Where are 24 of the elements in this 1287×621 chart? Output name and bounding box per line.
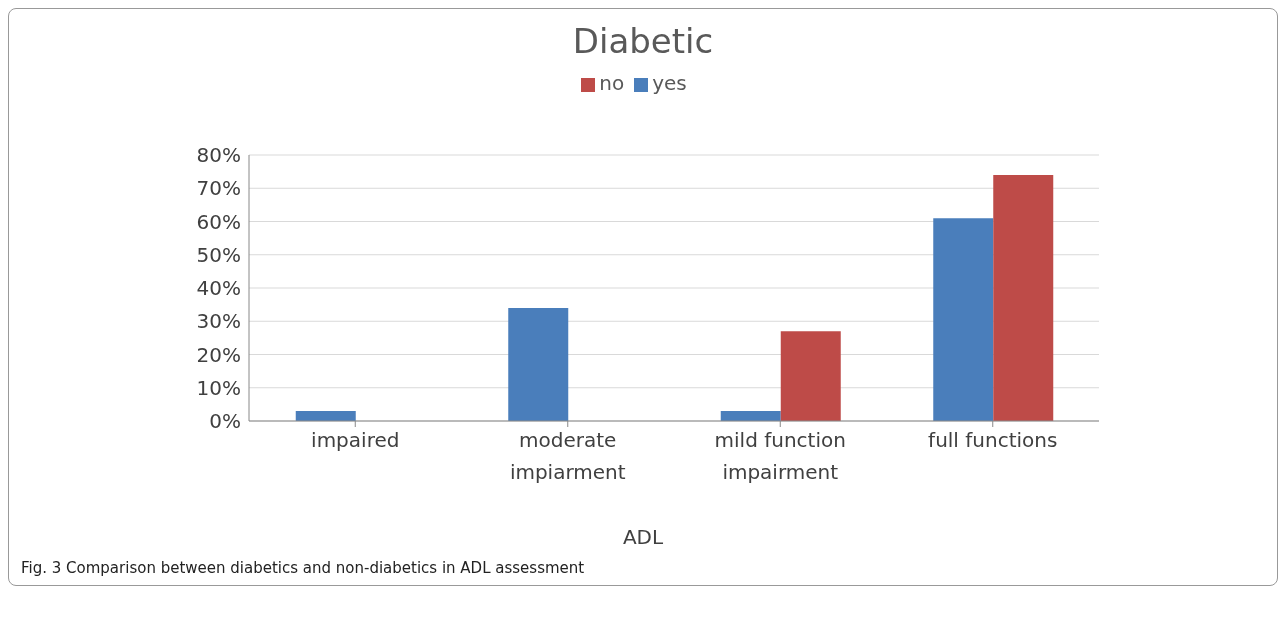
x-tick-label: moderate impiarment (509, 428, 626, 484)
bar (993, 174, 1054, 421)
bar (933, 218, 994, 421)
bar (508, 307, 569, 421)
x-tick-label: mild function impairment (714, 428, 846, 484)
x-axis-title: ADL (621, 525, 665, 549)
caption: Fig. 3 Comparison between diabetics and non-diabetics in ADL assessment (20, 558, 586, 579)
y-tick-label: 40% (196, 276, 241, 301)
legend-label: no (599, 71, 625, 95)
bar (720, 411, 781, 421)
x-tick-label: full functions (928, 428, 1058, 452)
legend-label: yes (652, 71, 687, 95)
y-tick-label: 30% (196, 309, 241, 334)
y-tick-label: 50% (196, 242, 241, 267)
y-tick-label: 20% (196, 342, 241, 367)
bar (295, 411, 356, 421)
chart-title: Diabetic (571, 21, 715, 61)
bar (780, 331, 841, 421)
y-tick-label: 10% (196, 375, 241, 400)
y-tick-label: 70% (196, 176, 241, 201)
y-tick-label: 80% (196, 143, 241, 168)
x-tick-label: impaired (311, 428, 400, 452)
y-tick-label: 60% (196, 209, 241, 234)
y-tick-label: 0% (209, 409, 241, 434)
